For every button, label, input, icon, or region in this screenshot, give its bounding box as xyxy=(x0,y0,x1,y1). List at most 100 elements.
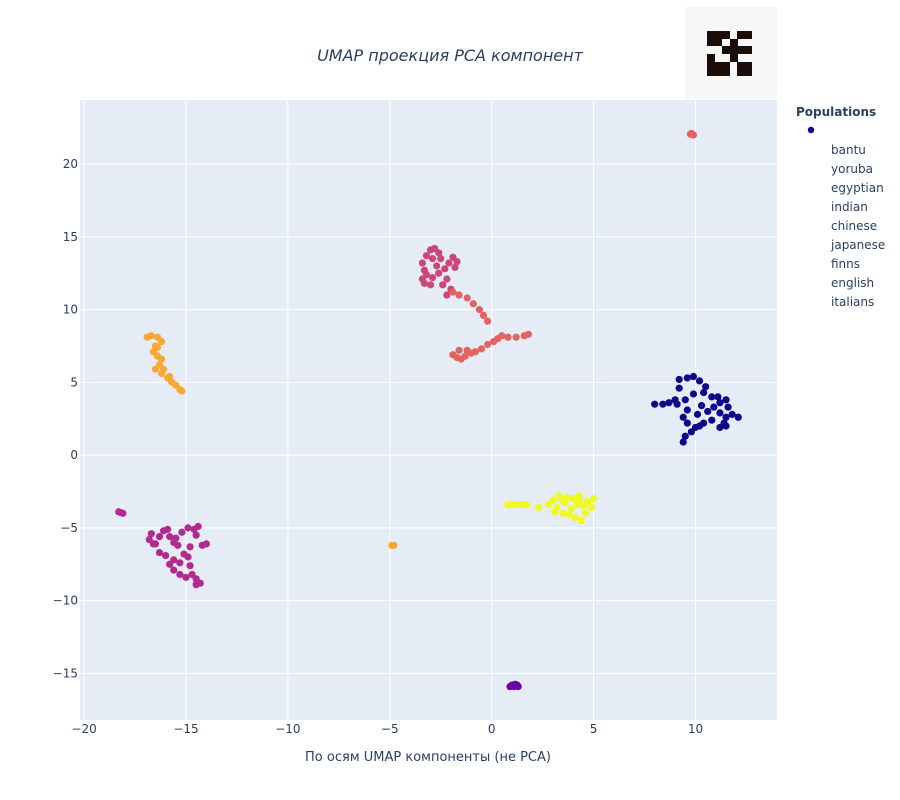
data-point xyxy=(565,511,573,519)
data-point xyxy=(587,503,596,512)
data-point xyxy=(551,508,559,516)
data-point xyxy=(708,393,716,401)
data-point xyxy=(186,562,194,570)
legend-item-chinese[interactable]: chinese xyxy=(831,219,877,233)
legend-item-italians[interactable]: italians xyxy=(831,295,874,309)
data-point xyxy=(683,419,691,427)
data-point xyxy=(689,372,698,381)
legend-item-bantu[interactable]: bantu xyxy=(831,143,866,157)
x-tick-label: −10 xyxy=(275,722,300,736)
data-point xyxy=(673,400,681,408)
data-point xyxy=(451,263,459,271)
y-tick-label: 20 xyxy=(63,157,78,171)
data-point xyxy=(512,333,520,341)
x-tick-label: 10 xyxy=(688,722,703,736)
legend: Populations bantu yoruba egyptian indian chi… xyxy=(796,105,885,309)
data-point xyxy=(192,581,200,589)
legend-marker xyxy=(807,126,815,134)
data-point xyxy=(484,317,492,325)
legend-title: Populations xyxy=(796,105,876,119)
data-point xyxy=(428,273,437,282)
plot-area xyxy=(80,100,777,720)
data-point xyxy=(498,332,506,340)
data-point xyxy=(186,543,194,551)
data-point xyxy=(475,305,484,314)
data-point xyxy=(463,346,471,354)
data-point xyxy=(555,492,563,500)
data-point xyxy=(157,355,166,363)
data-point xyxy=(471,348,479,356)
data-point xyxy=(681,432,689,440)
data-point xyxy=(441,265,449,273)
data-point xyxy=(176,570,184,579)
data-point xyxy=(461,352,469,360)
legend-item-finns[interactable]: finns xyxy=(831,257,860,271)
data-point xyxy=(722,396,730,404)
data-point xyxy=(571,514,579,522)
data-point xyxy=(151,365,160,373)
data-point xyxy=(453,257,461,266)
data-point xyxy=(534,503,543,512)
chart-title: UMAP проекция PCA компонент xyxy=(317,46,584,65)
data-point xyxy=(157,337,166,346)
data-point xyxy=(433,262,441,270)
x-tick-label: −20 xyxy=(71,722,96,736)
x-axis-ticks: −20 −15 −10 −5 0 5 10 xyxy=(71,722,703,736)
data-point xyxy=(390,541,398,549)
y-tick-label: 0 xyxy=(70,448,78,462)
data-point xyxy=(704,407,712,416)
data-point xyxy=(178,387,186,395)
data-point xyxy=(577,517,585,525)
legend-item-english[interactable]: english xyxy=(831,276,874,290)
data-point xyxy=(159,365,168,373)
y-tick-label: −15 xyxy=(53,666,78,680)
data-point xyxy=(675,384,683,392)
data-point xyxy=(202,540,210,548)
y-tick-label: 5 xyxy=(70,375,78,389)
data-point xyxy=(443,291,451,299)
legend-item-japanese[interactable]: japanese xyxy=(830,238,885,252)
data-point xyxy=(166,533,174,541)
data-point xyxy=(184,553,192,561)
data-point xyxy=(689,390,698,398)
y-tick-label: 15 xyxy=(63,230,78,244)
legend-item-indian[interactable]: indian xyxy=(831,200,868,214)
data-point xyxy=(437,255,445,263)
y-tick-label: 10 xyxy=(63,303,78,317)
data-point xyxy=(728,410,736,418)
data-point xyxy=(194,522,202,531)
legend-item-yoruba[interactable]: yoruba xyxy=(831,162,873,176)
data-point xyxy=(716,409,724,417)
data-point xyxy=(422,271,431,279)
data-point xyxy=(563,493,571,501)
data-point xyxy=(569,495,577,503)
data-point xyxy=(681,396,689,404)
legend-item-egyptian[interactable]: egyptian xyxy=(831,181,884,195)
data-point xyxy=(583,498,592,506)
data-point xyxy=(449,288,457,296)
data-point xyxy=(443,275,451,283)
data-point xyxy=(463,294,471,302)
data-point xyxy=(428,255,437,263)
data-point xyxy=(420,279,429,287)
data-point xyxy=(161,551,170,560)
data-point xyxy=(155,549,164,557)
data-point xyxy=(686,130,694,138)
data-point xyxy=(477,345,486,353)
data-point xyxy=(589,495,598,503)
data-point xyxy=(549,496,557,504)
data-point xyxy=(155,533,164,541)
data-point xyxy=(504,333,512,341)
data-point xyxy=(702,383,710,391)
data-point xyxy=(716,399,724,407)
data-point xyxy=(149,540,157,548)
data-point xyxy=(147,332,155,340)
data-point xyxy=(435,269,443,277)
data-point xyxy=(513,681,521,689)
data-point xyxy=(679,413,687,421)
data-point xyxy=(700,388,708,397)
data-point xyxy=(708,416,716,424)
data-point xyxy=(693,410,702,418)
data-point xyxy=(512,501,520,509)
